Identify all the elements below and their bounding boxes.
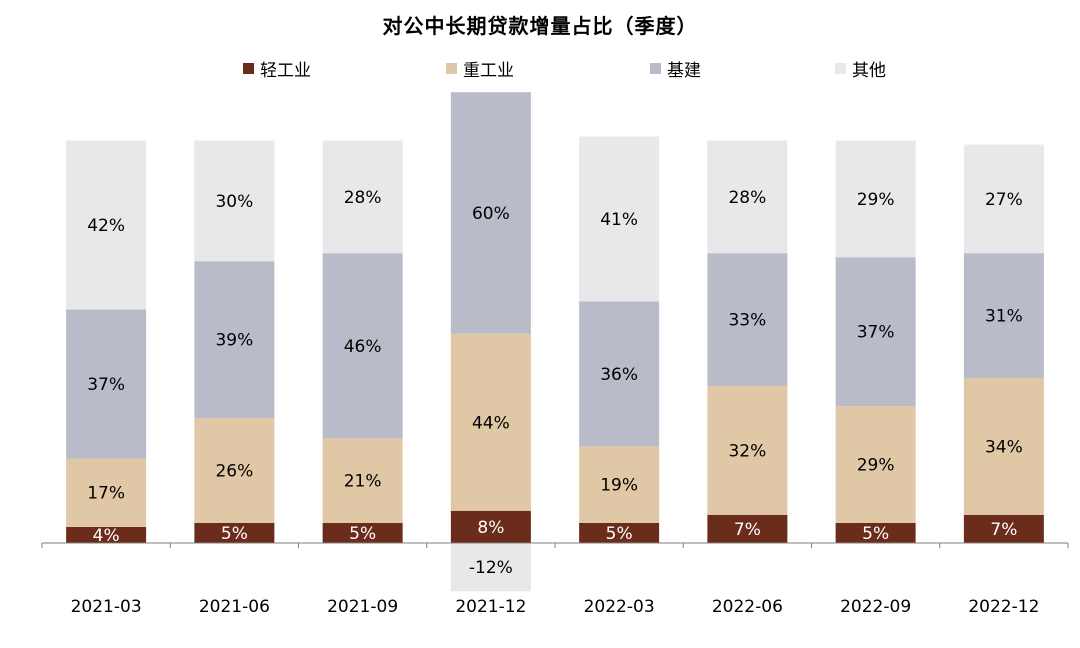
bar-segment-light-industry-2022-12 xyxy=(963,514,1044,543)
data-label-infrastructure-2022-12: 31% xyxy=(985,307,1023,327)
bar-segment-other-2021-03 xyxy=(66,140,147,310)
data-label-other-2021-12: -12% xyxy=(469,558,513,578)
data-label-light-industry-2022-09: 5% xyxy=(862,524,889,544)
bar-segment-infrastructure-2021-06 xyxy=(194,261,275,419)
data-label-infrastructure-2022-09: 37% xyxy=(857,323,895,343)
bar-segment-other-2021-09 xyxy=(322,140,403,254)
legend-swatch-light-industry xyxy=(243,63,254,74)
bar-segment-infrastructure-2021-09 xyxy=(322,253,403,439)
legend-item-heavy-industry: 重工业 xyxy=(446,56,514,81)
bar-segment-heavy-industry-2021-09 xyxy=(322,438,403,523)
bar-segment-heavy-industry-2021-06 xyxy=(194,418,275,523)
x-tick-label-2021-03: 2021-03 xyxy=(71,597,142,617)
bar-segment-light-industry-2022-09 xyxy=(835,522,916,543)
bar-segment-other-2022-12 xyxy=(963,144,1044,254)
data-label-infrastructure-2021-12: 60% xyxy=(472,204,510,224)
data-label-heavy-industry-2021-06: 26% xyxy=(215,462,253,482)
data-label-heavy-industry-2022-03: 19% xyxy=(600,476,638,496)
chart-title: 对公中长期贷款增量占比（季度） xyxy=(382,14,698,38)
bar-segment-heavy-industry-2022-12 xyxy=(963,377,1044,515)
bar-segment-infrastructure-2021-12 xyxy=(450,92,531,334)
x-tick-label-2022-06: 2022-06 xyxy=(712,597,783,617)
bar-segment-other-2022-09 xyxy=(835,140,916,258)
data-label-other-2022-09: 29% xyxy=(857,190,895,210)
data-label-heavy-industry-2022-09: 29% xyxy=(857,456,895,476)
bar-segment-infrastructure-2021-03 xyxy=(66,309,147,459)
legend-swatch-infrastructure xyxy=(650,63,661,74)
bar-segment-light-industry-2022-06 xyxy=(707,514,788,543)
bar-segment-heavy-industry-2022-09 xyxy=(835,406,916,523)
data-label-infrastructure-2021-09: 46% xyxy=(344,337,382,357)
data-label-other-2021-03: 42% xyxy=(87,216,125,236)
data-label-light-industry-2021-03: 4% xyxy=(93,526,120,546)
legend: 轻工业 重工业 基建 其他 xyxy=(0,56,1080,81)
data-label-other-2022-03: 41% xyxy=(600,210,638,230)
bar-segment-infrastructure-2022-09 xyxy=(835,257,916,407)
bar-segment-other-2021-06 xyxy=(194,140,275,262)
x-tick-label-2021-09: 2021-09 xyxy=(327,597,398,617)
x-tick-label-2022-03: 2022-03 xyxy=(584,597,655,617)
x-tick-label-2022-12: 2022-12 xyxy=(968,597,1039,617)
legend-item-light-industry: 轻工业 xyxy=(243,56,311,81)
data-label-other-2022-06: 28% xyxy=(728,188,766,208)
legend-label-light-industry: 轻工业 xyxy=(260,61,311,81)
data-label-heavy-industry-2021-12: 44% xyxy=(472,413,510,433)
legend-swatch-other xyxy=(835,63,846,74)
data-label-other-2021-09: 28% xyxy=(344,188,382,208)
data-label-infrastructure-2021-03: 37% xyxy=(87,375,125,395)
bar-segment-light-industry-2022-03 xyxy=(579,522,660,543)
bar-segment-other-2022-03 xyxy=(579,136,660,302)
x-tick-label-2021-12: 2021-12 xyxy=(455,597,526,617)
data-label-light-industry-2022-12: 7% xyxy=(990,520,1017,540)
data-label-other-2022-12: 27% xyxy=(985,190,1023,210)
legend-item-other: 其他 xyxy=(835,56,886,81)
bar-segment-light-industry-2021-03 xyxy=(66,526,147,543)
data-label-light-industry-2021-09: 5% xyxy=(349,524,376,544)
data-label-heavy-industry-2021-09: 21% xyxy=(344,472,382,492)
data-label-heavy-industry-2022-06: 32% xyxy=(728,441,766,461)
bar-segment-other-2022-06 xyxy=(707,140,788,254)
data-label-light-industry-2022-03: 5% xyxy=(606,524,633,544)
bar-segment-heavy-industry-2021-03 xyxy=(66,458,147,527)
bar-segment-infrastructure-2022-06 xyxy=(707,253,788,387)
data-label-infrastructure-2021-06: 39% xyxy=(215,331,253,351)
legend-item-infrastructure: 基建 xyxy=(650,56,701,81)
data-label-infrastructure-2022-03: 36% xyxy=(600,365,638,385)
legend-label-heavy-industry: 重工业 xyxy=(463,61,514,81)
legend-label-infrastructure: 基建 xyxy=(667,61,701,81)
bar-segment-light-industry-2021-12 xyxy=(450,510,531,543)
data-label-heavy-industry-2021-03: 17% xyxy=(87,484,125,504)
x-tick-label-2022-09: 2022-09 xyxy=(840,597,911,617)
data-label-heavy-industry-2022-12: 34% xyxy=(985,437,1023,457)
data-label-light-industry-2021-06: 5% xyxy=(221,524,248,544)
bar-segment-infrastructure-2022-03 xyxy=(579,301,660,447)
x-tick-label-2021-06: 2021-06 xyxy=(199,597,270,617)
data-label-light-industry-2022-06: 7% xyxy=(734,520,761,540)
bar-segment-other-2021-12 xyxy=(450,543,531,592)
legend-swatch-heavy-industry xyxy=(446,63,457,74)
bar-segment-heavy-industry-2022-03 xyxy=(579,446,660,523)
data-label-light-industry-2021-12: 8% xyxy=(477,518,504,538)
data-label-infrastructure-2022-06: 33% xyxy=(728,311,766,331)
bar-segment-infrastructure-2022-12 xyxy=(963,253,1044,378)
bar-segment-heavy-industry-2022-06 xyxy=(707,386,788,515)
legend-label-other: 其他 xyxy=(852,61,886,81)
bar-segment-light-industry-2021-09 xyxy=(322,522,403,543)
bar-segment-heavy-industry-2021-12 xyxy=(450,333,531,511)
data-label-other-2021-06: 30% xyxy=(215,192,253,212)
bar-segment-light-industry-2021-06 xyxy=(194,522,275,543)
